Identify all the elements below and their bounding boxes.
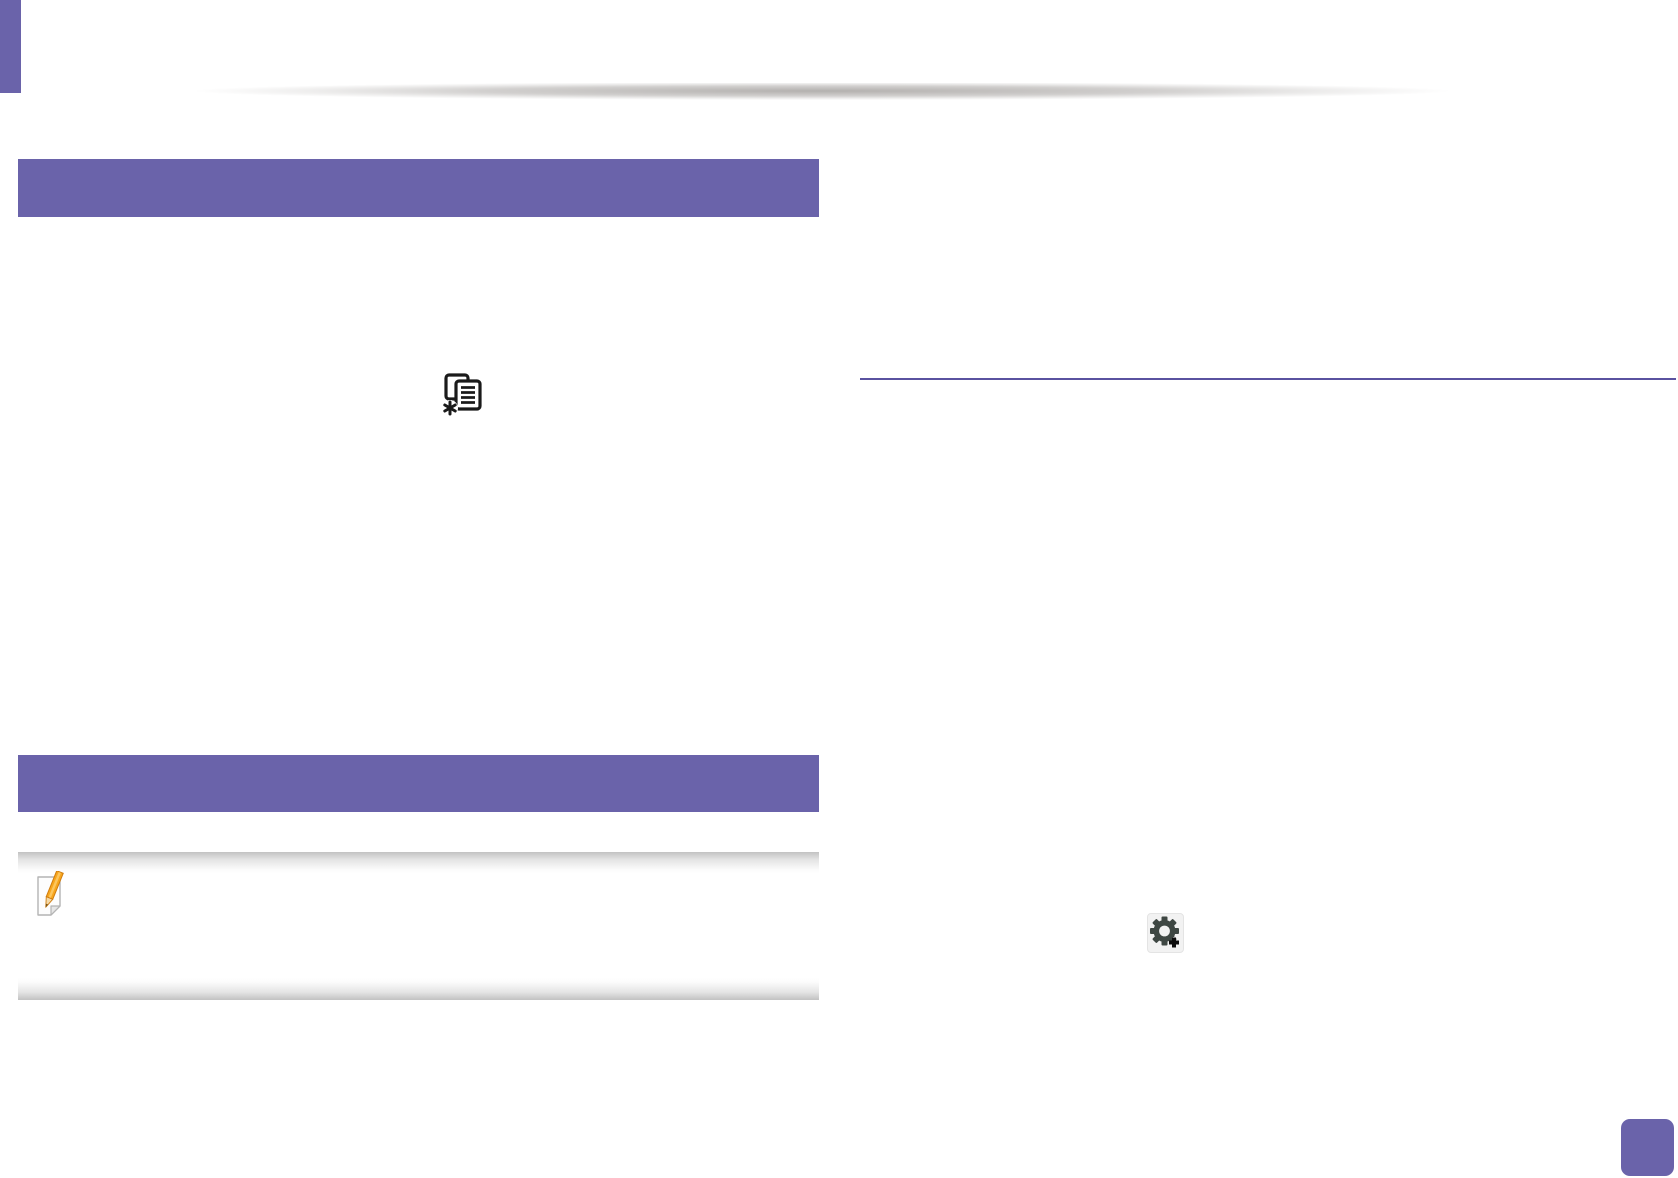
left-accent-corner-bar — [0, 0, 21, 93]
gear-plus-svg — [1150, 916, 1180, 948]
gear-plus-icon — [1147, 913, 1184, 953]
section-heading-bar-1 — [18, 159, 819, 217]
document-copies-asterisk-icon — [441, 372, 485, 416]
note-box-bottom-edge — [18, 978, 819, 1000]
note-pencil-svg — [37, 870, 64, 916]
note-pencil-icon — [35, 870, 65, 919]
note-box — [18, 852, 819, 1000]
section-heading-bar-2 — [18, 755, 819, 812]
page-number-badge — [1621, 1119, 1674, 1176]
note-box-top-edge — [18, 852, 819, 874]
page-curl-shadow — [31, 83, 1613, 102]
content-divider-line — [860, 378, 1676, 380]
document-copies-asterisk-svg — [442, 373, 482, 416]
